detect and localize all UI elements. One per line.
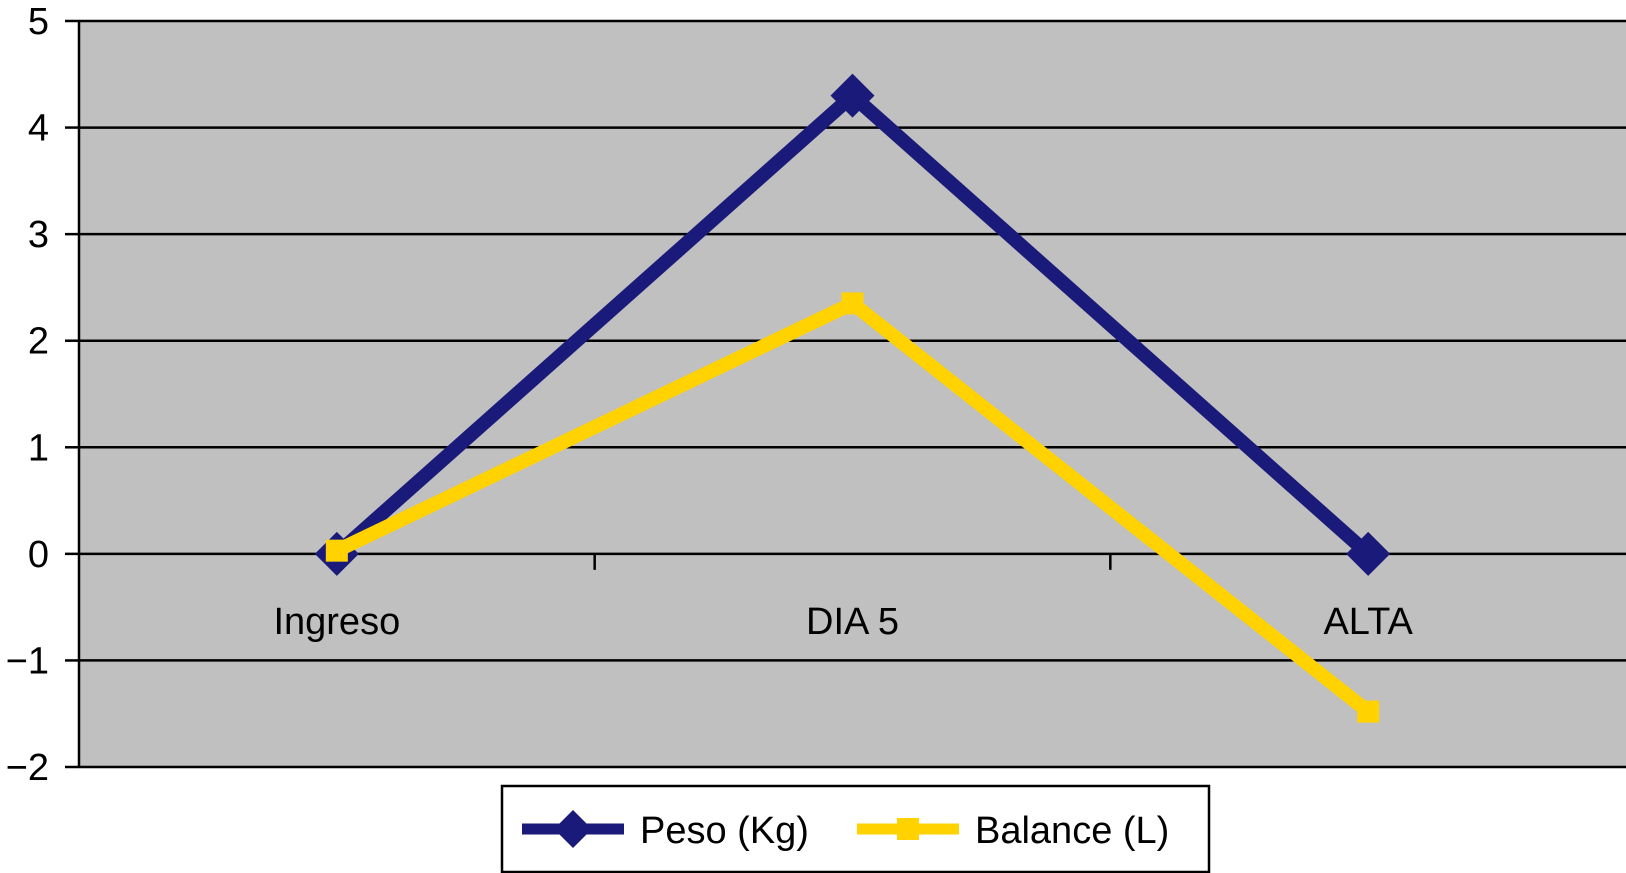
legend-marker-balance bbox=[897, 818, 919, 840]
x-tick-label: ALTA bbox=[1323, 601, 1413, 643]
series-lines bbox=[314, 73, 1391, 723]
y-tick-labels: 5 4 3 2 1 0 −1 −2 bbox=[6, 1, 49, 789]
x-tick-labels: Ingreso DIA 5 ALTA bbox=[273, 601, 1413, 643]
y-tick-label: 5 bbox=[28, 1, 49, 43]
legend-label-balance: Balance (L) bbox=[975, 810, 1169, 852]
legend: Peso (Kg) Balance (L) bbox=[500, 784, 1211, 873]
y-tick-label: −2 bbox=[6, 747, 49, 789]
legend-marker-peso bbox=[554, 810, 592, 848]
data-point-peso bbox=[830, 73, 875, 118]
legend-label-peso: Peso (Kg) bbox=[640, 810, 809, 852]
data-point-balance bbox=[841, 292, 864, 315]
y-tick-label: 3 bbox=[28, 214, 49, 256]
y-tick-label: 1 bbox=[28, 427, 49, 469]
x-tick-label: DIA 5 bbox=[806, 601, 899, 643]
axes bbox=[65, 19, 1626, 769]
data-point-peso bbox=[1346, 531, 1391, 576]
y-tick-label: 4 bbox=[28, 108, 49, 150]
data-point-balance bbox=[325, 539, 348, 562]
plot-area bbox=[79, 21, 1626, 767]
data-point-balance bbox=[1357, 700, 1380, 723]
y-tick-label: 0 bbox=[28, 534, 49, 576]
y-tick-label: 2 bbox=[28, 321, 49, 363]
x-tick-label: Ingreso bbox=[273, 601, 400, 643]
y-tick-label: −1 bbox=[6, 640, 49, 682]
